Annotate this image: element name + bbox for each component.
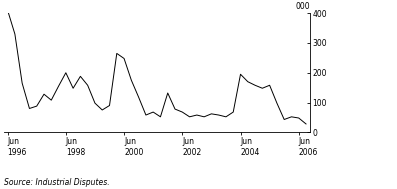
Text: 000: 000	[295, 2, 310, 11]
Text: Source: Industrial Disputes.: Source: Industrial Disputes.	[4, 178, 110, 187]
